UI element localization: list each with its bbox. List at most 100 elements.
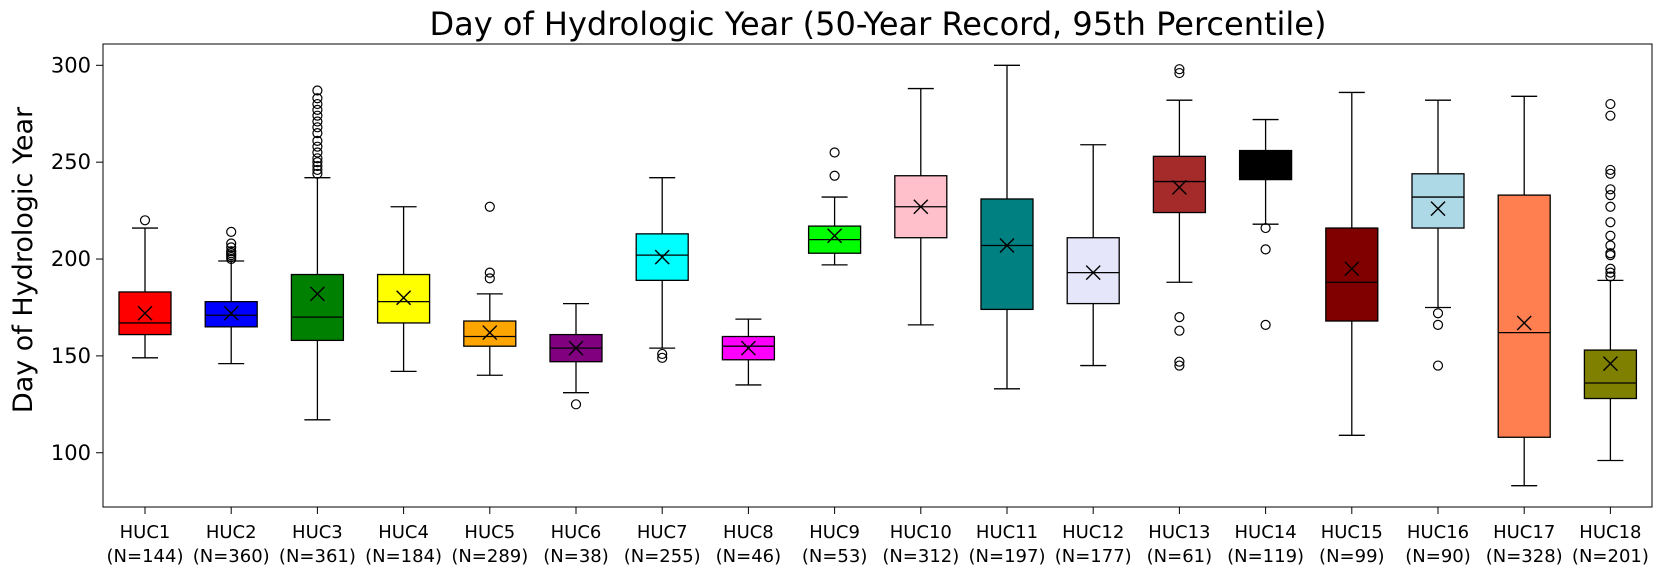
iqr-box [980, 198, 1034, 311]
outlier-point [312, 164, 323, 176]
mean-marker [913, 199, 929, 215]
outlier-point [312, 160, 323, 172]
x-tick-sample-size: (N=46) [716, 546, 782, 567]
box-huc18 [1583, 98, 1638, 462]
outlier-point [1605, 98, 1616, 110]
mean-marker-stroke [568, 340, 584, 356]
x-tick-sample-size: (N=119) [1227, 546, 1304, 567]
y-axis: 100 150 200 250 300 [51, 53, 103, 465]
chart-title: Day of Hydrologic Year (50-Year Record, … [430, 5, 1327, 43]
outlier-point [226, 238, 237, 249]
outlier-point [1260, 222, 1271, 234]
x-tick-label: HUC10 [890, 522, 952, 543]
iqr-box [290, 273, 345, 342]
x-tick-sample-size: (N=177) [1055, 546, 1132, 567]
outlier-point [657, 352, 668, 363]
outlier-point [312, 122, 323, 133]
mean-marker-stroke [913, 199, 929, 215]
x-tick-label: HUC13 [1148, 522, 1210, 543]
iqr-box [1152, 155, 1207, 214]
mean-marker-stroke [999, 237, 1015, 253]
mean-marker-stroke [1258, 158, 1274, 174]
x-tick-label: HUC3 [292, 522, 343, 543]
x-tick-label: HUC1 [120, 522, 171, 543]
mean-marker-stroke [137, 305, 153, 321]
iqr-box [1583, 349, 1638, 400]
outlier-point [1260, 319, 1271, 330]
x-tick-label: HUC17 [1493, 522, 1555, 543]
outlier-point [1605, 190, 1616, 201]
outlier-point [1432, 319, 1444, 330]
mean-marker [1516, 315, 1532, 331]
outlier-point [484, 273, 495, 284]
outlier-point [226, 242, 237, 253]
x-tick-sample-size: (N=99) [1319, 546, 1385, 567]
iqr-box [376, 273, 431, 324]
x-tick-label: HUC2 [206, 522, 257, 543]
outlier-point [1605, 248, 1616, 259]
box-huc9 [807, 147, 862, 266]
box-huc3 [290, 85, 345, 421]
mean-marker [309, 286, 325, 302]
box-huc5 [463, 201, 517, 376]
mean-marker [999, 237, 1015, 253]
mean-marker-stroke [654, 249, 670, 265]
mean-marker [1430, 201, 1446, 217]
outlier-point [1174, 360, 1185, 371]
x-tick-sample-size: (N=361) [279, 546, 356, 567]
outlier-point [312, 157, 323, 168]
x-tick-label: HUC12 [1062, 522, 1124, 543]
box-huc13 [1152, 64, 1207, 371]
outlier-point [1605, 240, 1616, 251]
mean-marker [223, 305, 239, 321]
outlier-point [1605, 164, 1616, 176]
outlier-point [312, 104, 323, 115]
box-huc11 [980, 64, 1034, 390]
x-tick-sample-size: (N=184) [365, 546, 442, 567]
box-huc1 [118, 215, 172, 359]
outlier-point [1432, 360, 1444, 371]
outlier-point [312, 93, 323, 104]
x-tick-label: HUC8 [723, 522, 774, 543]
y-tick-label: 200 [51, 247, 91, 271]
x-tick-label: HUC14 [1235, 522, 1297, 543]
y-tick-label: 150 [51, 344, 91, 368]
x-tick-sample-size: (N=328) [1486, 546, 1563, 567]
mean-marker [396, 290, 412, 306]
outlier-point [1174, 325, 1185, 336]
x-tick-label: HUC7 [637, 522, 688, 543]
x-tick-sample-size: (N=197) [969, 546, 1046, 567]
x-tick-label: HUC5 [464, 522, 515, 543]
x-tick-label: HUC15 [1321, 522, 1383, 543]
x-tick-sample-size: (N=255) [624, 546, 701, 567]
mean-marker [1171, 179, 1187, 195]
x-tick-sample-size: (N=360) [193, 546, 270, 567]
x-tick-label: HUC18 [1579, 522, 1641, 543]
x-tick-sample-size: (N=38) [543, 546, 609, 567]
outlier-point [226, 246, 237, 257]
mean-marker-stroke [223, 305, 239, 321]
mean-marker [1258, 158, 1274, 174]
outlier-point [484, 267, 495, 278]
x-tick-label: HUC4 [378, 522, 429, 543]
outlier-point [1174, 64, 1185, 75]
box-huc16 [1411, 99, 1465, 371]
outlier-point [312, 153, 323, 164]
y-tick-label: 100 [51, 441, 91, 465]
outlier-point [1174, 312, 1185, 323]
mean-marker-stroke [1171, 179, 1187, 195]
outlier-point [312, 110, 323, 121]
outlier-point [226, 226, 237, 238]
box-huc15 [1325, 91, 1379, 436]
mean-marker [137, 305, 153, 321]
mean-marker [1085, 265, 1101, 281]
outlier-point [312, 98, 323, 110]
mean-marker [827, 228, 843, 244]
outlier-point [1174, 356, 1185, 367]
mean-marker-stroke [1602, 356, 1618, 372]
x-tick-sample-size: (N=144) [107, 546, 184, 567]
outlier-point [1605, 263, 1616, 274]
box-huc12 [1066, 144, 1120, 367]
mean-marker-stroke [1085, 265, 1101, 281]
y-tick-label: 300 [51, 53, 91, 77]
